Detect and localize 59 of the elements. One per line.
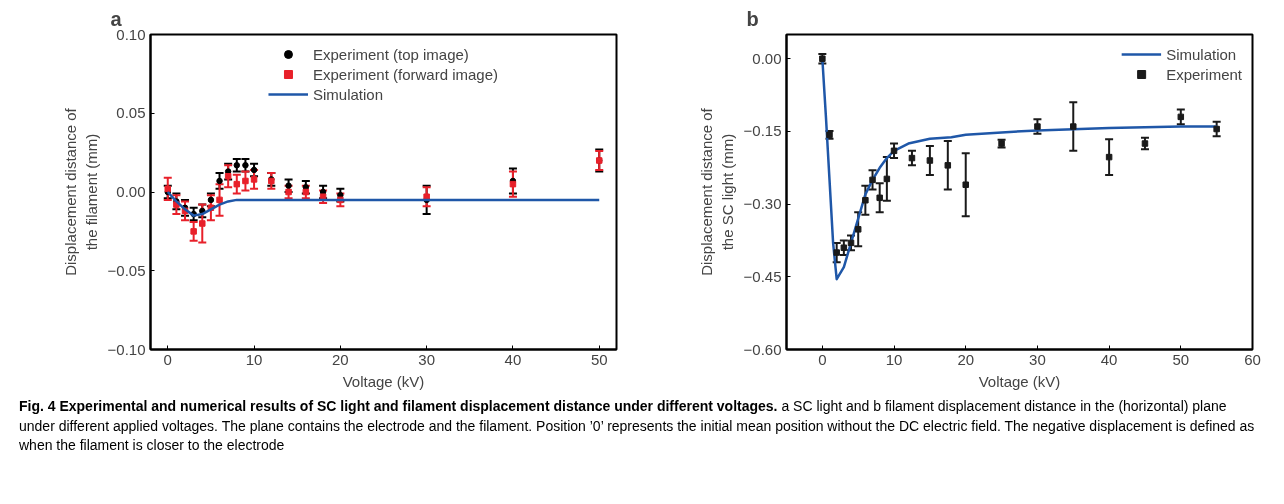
x-tick-label: 20	[332, 350, 349, 368]
point	[233, 161, 241, 169]
point	[1213, 125, 1220, 133]
point	[962, 181, 969, 188]
point	[233, 180, 241, 188]
point	[847, 239, 855, 247]
y-axis-title: Displacement distance of the filament (mm)	[62, 107, 100, 276]
point	[216, 196, 223, 204]
x-tick-label: 50	[590, 350, 608, 368]
point	[876, 194, 883, 202]
point	[1141, 140, 1149, 147]
point	[242, 161, 249, 169]
point	[1177, 113, 1185, 121]
point	[883, 175, 891, 183]
y-tick-label: 0.00	[116, 183, 146, 200]
legend-label: Simulation	[312, 85, 384, 103]
y-tick-label: 0.00	[752, 49, 782, 67]
y-axis-title: Displacement distance of the SC light (mm)	[698, 107, 736, 276]
point	[840, 244, 848, 251]
point	[190, 228, 197, 235]
point	[224, 168, 232, 175]
point	[854, 226, 862, 233]
x-tick-label: 40	[504, 350, 522, 368]
x-tick-label: 0	[818, 350, 827, 368]
y-tick-label: −0.30	[743, 195, 782, 213]
point	[862, 196, 869, 204]
x-tick-label: 0	[163, 350, 172, 368]
y-tick-label: −0.15	[743, 122, 782, 140]
x-tick-label: 40	[1100, 350, 1118, 368]
point	[833, 249, 840, 256]
x-axis-title: Voltage (kV)	[342, 372, 425, 390]
x-tick-label: 50	[1172, 350, 1190, 368]
x-tick-label: 20	[957, 350, 975, 368]
legend-label: Experiment (forward image)	[312, 65, 499, 83]
point	[1034, 123, 1041, 130]
chart-title: b	[746, 7, 759, 30]
point	[199, 220, 206, 227]
x-tick-label: 60	[1244, 350, 1261, 368]
y-tick-label: −0.05	[107, 261, 146, 279]
caption: Fig. 4 Experimental and numerical results of SC light and filament displacement distance under different voltages.	[19, 398, 778, 414]
point	[926, 157, 934, 164]
x-tick-label: 10	[885, 350, 903, 368]
legend-label: Experiment	[1166, 65, 1242, 83]
x-tick-label: 30	[1029, 350, 1046, 368]
point	[242, 177, 249, 185]
point	[944, 162, 952, 169]
x-tick-label: 30	[418, 350, 435, 368]
x-tick-label: 10	[245, 350, 263, 368]
y-tick-label: −0.10	[107, 340, 146, 358]
legend-label: Simulation	[1166, 45, 1237, 63]
y-tick-label: −0.60	[743, 340, 782, 358]
legend-label: Experiment (top image)	[312, 45, 469, 63]
point	[890, 147, 898, 155]
point	[869, 176, 876, 184]
y-tick-label: 0.05	[116, 104, 146, 122]
y-tick-label: −0.45	[743, 267, 782, 285]
point	[1070, 123, 1077, 130]
point	[1105, 153, 1113, 161]
x-axis-title: Voltage (kV)	[978, 372, 1061, 390]
